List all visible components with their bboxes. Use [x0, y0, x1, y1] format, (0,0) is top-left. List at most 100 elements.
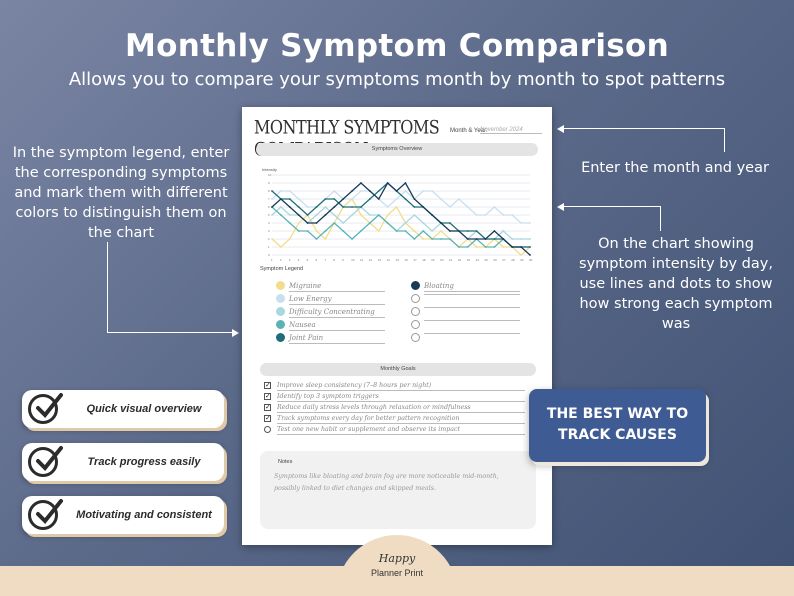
chart-point	[315, 238, 318, 240]
chart-x-tick: 29	[520, 258, 524, 262]
chart-point	[413, 230, 416, 232]
chart-point	[475, 214, 478, 216]
goal-checkbox-checked[interactable]: ✓	[264, 404, 271, 411]
month-year-field[interactable]: November 2024	[480, 127, 542, 134]
chart-point	[288, 214, 291, 216]
chart-point	[324, 214, 327, 216]
legend-label[interactable]: Nausea	[289, 320, 385, 331]
chart-point	[351, 198, 353, 200]
chart-point	[271, 206, 273, 208]
chart-x-tick: 8	[333, 258, 335, 262]
chart-point	[520, 222, 523, 224]
legend-item[interactable]: Joint Pain	[276, 333, 406, 344]
goal-row[interactable]: ✓ Track symptoms every day for better pat…	[264, 414, 526, 425]
legend-color-dot[interactable]	[411, 294, 420, 303]
chart-x-tick: 14	[387, 258, 391, 262]
chart-x-tick: 20	[440, 258, 444, 262]
chart-x-tick: 10	[351, 258, 355, 262]
goal-row[interactable]: ✓ Reduce daily stress levels through rela…	[264, 403, 526, 414]
goal-checkbox-checked[interactable]: ✓	[264, 415, 271, 422]
goal-row[interactable]: Test one new habit or supplement and obs…	[264, 425, 526, 436]
chart-point	[457, 198, 460, 200]
legend-item[interactable]: Difficulty Concentrating	[276, 307, 406, 318]
legend-item[interactable]	[411, 307, 541, 318]
chart-series-line	[271, 197, 531, 256]
legend-label[interactable]	[424, 307, 520, 308]
chart-point	[271, 214, 273, 216]
checkmark-icon	[28, 499, 63, 530]
legend-label[interactable]: Low Energy	[289, 294, 385, 305]
goal-row[interactable]: ✓ Identify top 3 symptom triggers	[264, 392, 526, 403]
chart-point	[457, 246, 460, 248]
chart-point	[271, 198, 273, 200]
checkmark-icon	[28, 393, 63, 424]
chart-x-tick: 24	[476, 258, 480, 262]
chart-point	[342, 222, 345, 224]
chart-y-tick: 4	[268, 221, 270, 225]
legend-label[interactable]: Joint Pain	[289, 333, 385, 344]
chart-point	[493, 230, 496, 232]
chart-point	[466, 230, 469, 232]
chart-x-tick: 11	[360, 258, 363, 262]
chart-x-tick: 26	[493, 258, 497, 262]
chart-y-tick: 0	[268, 253, 270, 257]
legend-item[interactable]: Bloating	[411, 281, 541, 292]
checkmark-icon	[28, 446, 63, 477]
chart-point	[502, 246, 505, 248]
legend-item[interactable]: Nausea	[276, 320, 406, 331]
chart-series-line	[271, 206, 530, 248]
legend-label[interactable]	[424, 333, 520, 334]
chart-point	[351, 238, 353, 240]
legend-label[interactable]: Migraine	[289, 281, 385, 292]
legend-item[interactable]: Migraine	[276, 281, 406, 292]
legend-color-dot[interactable]	[276, 307, 285, 316]
legend-label[interactable]	[424, 320, 520, 321]
chart-point	[297, 214, 300, 216]
chart-point	[279, 246, 282, 248]
chart-point	[377, 214, 380, 216]
legend-color-dot[interactable]	[276, 333, 285, 342]
legend-item[interactable]	[411, 320, 541, 331]
chart-point	[288, 222, 291, 224]
goal-checkbox[interactable]	[264, 426, 271, 433]
legend-item[interactable]: Low Energy	[276, 294, 406, 305]
chart-y-tick: 7	[268, 197, 270, 201]
legend-callout-arrow	[232, 329, 239, 337]
legend-item[interactable]	[411, 333, 541, 344]
legend-item[interactable]	[411, 294, 541, 305]
chart-x-tick: 19	[431, 258, 435, 262]
chart-series-line	[271, 181, 531, 256]
chart-x-tick: 1	[271, 258, 273, 262]
feature-label: Quick visual overview	[86, 403, 202, 415]
legend-color-dot[interactable]	[411, 307, 420, 316]
chart-point	[502, 214, 505, 216]
chart-x-tick: 2	[280, 258, 282, 262]
chart-x-tick: 7	[324, 258, 326, 262]
chart-point	[520, 238, 523, 240]
notes-heading: Notes	[278, 459, 293, 465]
legend-color-dot[interactable]	[276, 281, 285, 290]
legend-label[interactable]	[424, 294, 520, 295]
legend-color-dot[interactable]	[276, 320, 285, 329]
chart-point	[315, 230, 318, 232]
month-callout-arrow	[557, 125, 564, 133]
chart-point	[395, 190, 398, 192]
notes-box[interactable]: Notes Symptoms like bloating and brain f…	[260, 451, 536, 529]
feature-pill: Track progress easily	[22, 443, 224, 481]
legend-color-dot[interactable]	[411, 320, 420, 329]
chart-point	[449, 222, 451, 224]
month-callout-connector	[564, 128, 724, 129]
chart-point	[324, 206, 327, 208]
brand-logo-script: Happy	[378, 552, 416, 565]
goal-checkbox-checked[interactable]: ✓	[264, 393, 271, 400]
goal-row[interactable]: ✓ Improve sleep consistency (7–8 hours pe…	[264, 381, 526, 392]
cta-line-2: TRACK CAUSES	[558, 427, 677, 443]
legend-color-dot[interactable]	[276, 294, 285, 303]
legend-color-dot[interactable]	[411, 333, 420, 342]
legend-color-dot[interactable]	[411, 281, 420, 290]
legend-label[interactable]: Bloating	[424, 281, 520, 292]
goal-checkbox-checked[interactable]: ✓	[264, 382, 271, 389]
legend-label[interactable]: Difficulty Concentrating	[289, 307, 385, 318]
chart-point	[297, 198, 300, 200]
chart-point	[333, 206, 336, 208]
